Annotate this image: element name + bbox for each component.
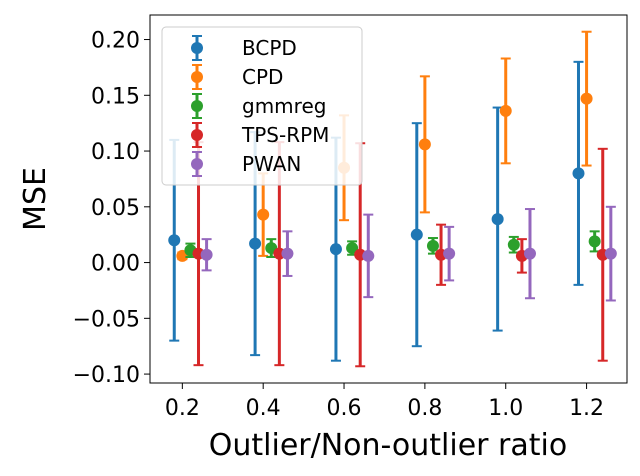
bcpd-point [168, 234, 181, 247]
bcpd-point [329, 243, 342, 256]
pwan-legend-label: PWAN [242, 152, 301, 176]
cpd-point [418, 138, 431, 151]
x-axis-label: Outlier/Non-outlier ratio [209, 428, 567, 463]
cpd-point [257, 208, 270, 221]
legend-box [161, 26, 363, 186]
y-tick-label: 0.15 [91, 84, 140, 109]
y-tick-label: 0.00 [91, 252, 140, 277]
cpd-legend-label: CPD [242, 65, 283, 89]
pwan-point [281, 247, 294, 260]
cpd-legend-marker [191, 71, 203, 83]
bcpd-point [249, 237, 262, 250]
gmmreg-legend-marker [191, 100, 203, 112]
y-tick-label: 0.05 [91, 196, 140, 221]
x-tick-label: 1.2 [569, 396, 604, 421]
y-axis-label: MSE [18, 167, 53, 231]
bcpd-legend-label: BCPD [242, 36, 297, 60]
tps-rpm-legend-label: TPS-RPM [241, 123, 329, 147]
plot-frame [149, 14, 628, 384]
gmmreg-point [426, 239, 439, 252]
pwan-legend-marker [191, 158, 203, 170]
y-tick-label: −0.05 [73, 307, 140, 332]
x-tick-label: 0.6 [327, 396, 362, 421]
gmmreg-point [588, 235, 601, 248]
tps-rpm-legend-marker [191, 129, 203, 141]
gmmreg-legend-label: gmmreg [242, 94, 326, 118]
bcpd-point [491, 213, 504, 226]
pwan-point [200, 248, 213, 261]
y-tick-label: 0.10 [91, 140, 140, 165]
pwan-point [604, 247, 617, 260]
pwan-point [443, 247, 456, 260]
gmmreg-point [507, 238, 520, 251]
bcpd-point [410, 228, 423, 241]
bcpd-point [572, 167, 585, 180]
pwan-point [362, 249, 375, 262]
pwan-point [523, 247, 536, 260]
x-tick-label: 0.8 [407, 396, 442, 421]
y-tick-label: −0.10 [73, 363, 140, 388]
x-tick-label: 0.4 [246, 396, 281, 421]
gmmreg-point [346, 242, 359, 255]
bcpd-legend-marker [191, 42, 203, 54]
y-tick-label: 0.20 [91, 29, 140, 54]
cpd-point [499, 104, 512, 117]
x-tick-label: 1.0 [488, 396, 523, 421]
x-tick-label: 0.2 [165, 396, 200, 421]
cpd-point [580, 92, 593, 105]
legend: BCPD CPD gmmreg TPS-RPM PWAN [161, 26, 363, 186]
axis-ticks: 0.2 0.4 0.6 0.8 1.0 1.2 −0.10 −0.05 0.00 0.05 0.10… [73, 29, 604, 421]
